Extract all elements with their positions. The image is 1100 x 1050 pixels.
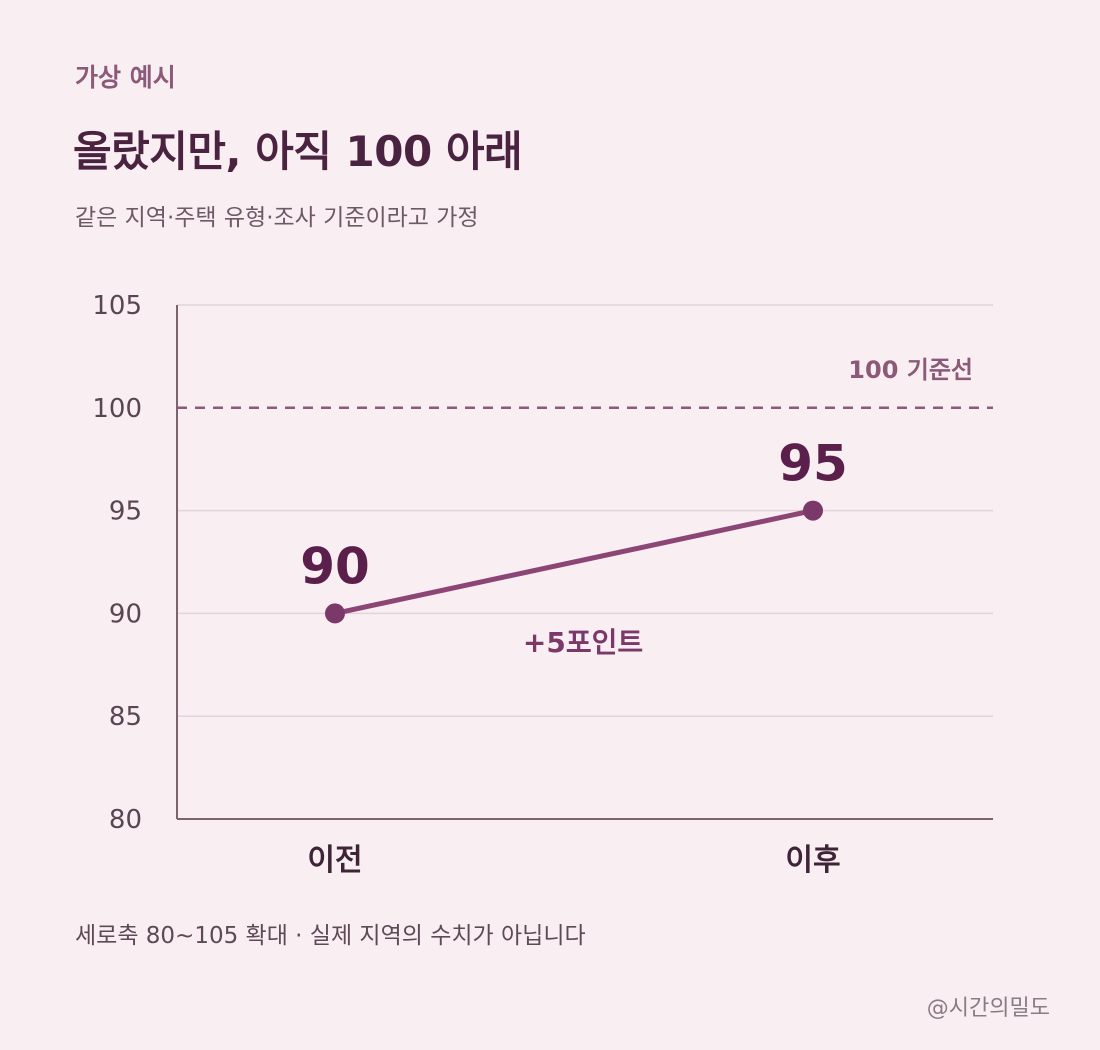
- data-label-2: 95: [778, 435, 848, 493]
- data-point-1: [325, 603, 345, 624]
- chart-subtitle: 같은 지역·주택 유형·조사 기준이라고 가정: [75, 205, 479, 231]
- y-tick-label-100: 100: [92, 394, 142, 424]
- eyebrow-label: 가상 예시: [75, 63, 176, 92]
- y-tick-label-85: 85: [109, 702, 142, 732]
- data-point-2: [803, 500, 823, 521]
- x-category-label-1: 이전: [307, 843, 362, 878]
- x-category-label-2: 이후: [785, 843, 840, 878]
- chart-title: 올랐지만, 아직 100 아래: [73, 127, 523, 176]
- change-annotation: +5포인트: [523, 626, 643, 659]
- data-label-1: 90: [300, 537, 370, 595]
- reference-line-label: 100 기준선: [848, 356, 973, 384]
- credit: @시간의밀도: [926, 996, 1050, 1021]
- y-tick-label-95: 95: [109, 497, 142, 527]
- y-tick-label-105: 105: [92, 291, 142, 321]
- series-line: [332, 508, 816, 616]
- y-tick-label-80: 80: [109, 805, 142, 835]
- y-tick-label-90: 90: [109, 599, 142, 629]
- footnote: 세로축 80~105 확대 · 실제 지역의 수치가 아닙니다: [75, 923, 586, 949]
